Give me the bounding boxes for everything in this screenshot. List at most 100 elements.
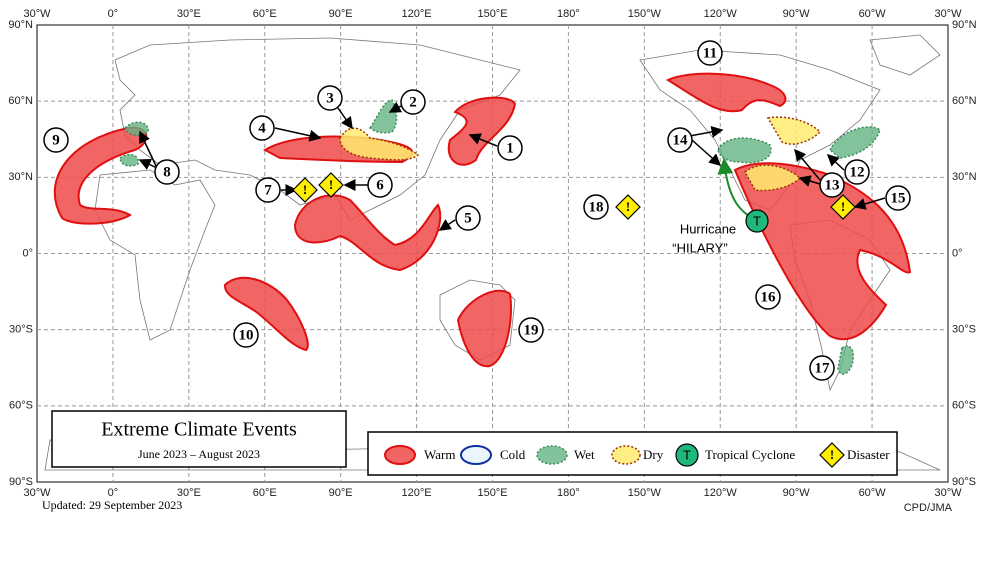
event-number-circle — [43, 127, 69, 153]
lat-label-left: 30°N — [8, 171, 33, 183]
event-number: 3 — [326, 90, 334, 106]
warm-region — [293, 194, 442, 272]
updated-note: Updated: 29 September 2023 — [42, 498, 182, 512]
lon-label-top: 60°E — [253, 8, 277, 20]
lon-label-top: 30°W — [23, 8, 51, 20]
event-number-circle — [497, 135, 523, 161]
event-number: 15 — [891, 190, 906, 206]
event-number: 4 — [258, 120, 266, 136]
wet-region — [119, 153, 139, 167]
lon-label-top: 30°W — [934, 8, 962, 20]
event-number-circle — [583, 194, 609, 220]
event-number-circle — [233, 322, 259, 348]
lat-label-left: 30°S — [9, 324, 33, 336]
lon-label-top: 90°W — [783, 8, 811, 20]
event-number: 8 — [163, 164, 171, 180]
event-number-circle — [518, 317, 544, 343]
lon-label-top: 0° — [108, 8, 119, 20]
lat-label-left: 60°S — [9, 400, 33, 412]
event-number: 1 — [506, 140, 514, 156]
map-title: Extreme Climate Events — [101, 419, 297, 441]
lon-label-bottom: 60°E — [253, 487, 277, 499]
map-period: June 2023 – August 2023 — [138, 447, 260, 461]
event-number: 2 — [409, 94, 417, 110]
lon-label-bottom: 90°W — [783, 487, 811, 499]
lat-label-right: 30°S — [952, 324, 976, 336]
lon-label-top: 180° — [557, 8, 580, 20]
event-number-circle — [809, 355, 835, 381]
credit: CPD/JMA — [904, 502, 953, 514]
event-number: 18 — [589, 199, 604, 215]
legend-label: Dry — [643, 447, 664, 462]
lat-label-right: 60°S — [952, 400, 976, 412]
dry-region — [339, 127, 420, 161]
lat-label-left: 0° — [22, 247, 33, 259]
hurricane-name: “HILARY” — [672, 240, 727, 255]
lat-label-left: 60°N — [8, 95, 33, 107]
lon-label-top: 120°E — [402, 8, 432, 20]
lat-label-right: 30°N — [952, 171, 977, 183]
legend-label: Disaster — [847, 447, 890, 462]
disaster-icon — [318, 172, 344, 198]
lon-label-bottom: 0° — [108, 487, 119, 499]
lon-label-top: 30°E — [177, 8, 201, 20]
event-number: 12 — [850, 164, 865, 180]
event-number-circle — [755, 284, 781, 310]
disaster-icon — [830, 194, 856, 220]
disaster-mark: ! — [626, 199, 630, 214]
legend-label: Warm — [424, 447, 455, 462]
event-number: 9 — [52, 132, 60, 148]
legend-label: Tropical Cyclone — [705, 447, 795, 462]
legend-swatch — [460, 445, 492, 465]
event-number: 10 — [239, 327, 254, 343]
event-number: 16 — [761, 289, 777, 305]
event-number-circle — [844, 159, 870, 185]
legend-label: Wet — [574, 447, 595, 462]
lon-label-bottom: 90°E — [329, 487, 353, 499]
lon-label-bottom: 150°E — [477, 487, 507, 499]
event-number-circle — [885, 185, 911, 211]
dry-region — [744, 164, 802, 192]
lat-label-right: 60°N — [952, 95, 977, 107]
cyclone-mark: T — [683, 447, 691, 462]
event-number-circle — [249, 115, 275, 141]
legend-swatch — [611, 445, 641, 465]
warm-region — [665, 72, 787, 113]
legend: Warm Cold Wet Dry T Tropical Cyclone! Disaster — [384, 442, 890, 468]
warm-region — [456, 289, 512, 368]
event-number-circle — [400, 89, 426, 115]
event-number-circle — [667, 127, 693, 153]
lon-label-top: 90°E — [329, 8, 353, 20]
legend-label: Cold — [500, 447, 526, 462]
event-number: 11 — [703, 45, 717, 61]
lon-label-bottom: 120°E — [402, 487, 432, 499]
disaster-icon — [819, 442, 845, 468]
hurricane-label: Hurricane — [680, 221, 736, 236]
event-number: 6 — [376, 177, 384, 193]
event-number-circle — [455, 205, 481, 231]
legend-swatch — [536, 445, 568, 465]
event-number: 7 — [264, 182, 272, 198]
title-box — [51, 410, 347, 468]
dry-region — [766, 116, 822, 145]
disaster-mark: ! — [841, 199, 845, 214]
lon-label-top: 120°W — [704, 8, 738, 20]
lon-label-top: 150°E — [477, 8, 507, 20]
lat-label-right: 90°S — [952, 476, 976, 488]
lon-label-bottom: 30°W — [23, 487, 51, 499]
cyclone-icon — [675, 443, 699, 467]
event-number: 13 — [825, 177, 840, 193]
wet-region — [837, 345, 854, 375]
lon-label-bottom: 150°W — [628, 487, 662, 499]
event-number: 17 — [815, 360, 831, 376]
event-number-circle — [819, 172, 845, 198]
warm-region — [224, 276, 309, 352]
event-number: 5 — [464, 210, 472, 226]
lon-label-bottom: 180° — [557, 487, 580, 499]
event-number-circle — [255, 177, 281, 203]
disaster-icon — [615, 194, 641, 220]
event-number-circle — [697, 40, 723, 66]
wet-region — [829, 126, 881, 159]
